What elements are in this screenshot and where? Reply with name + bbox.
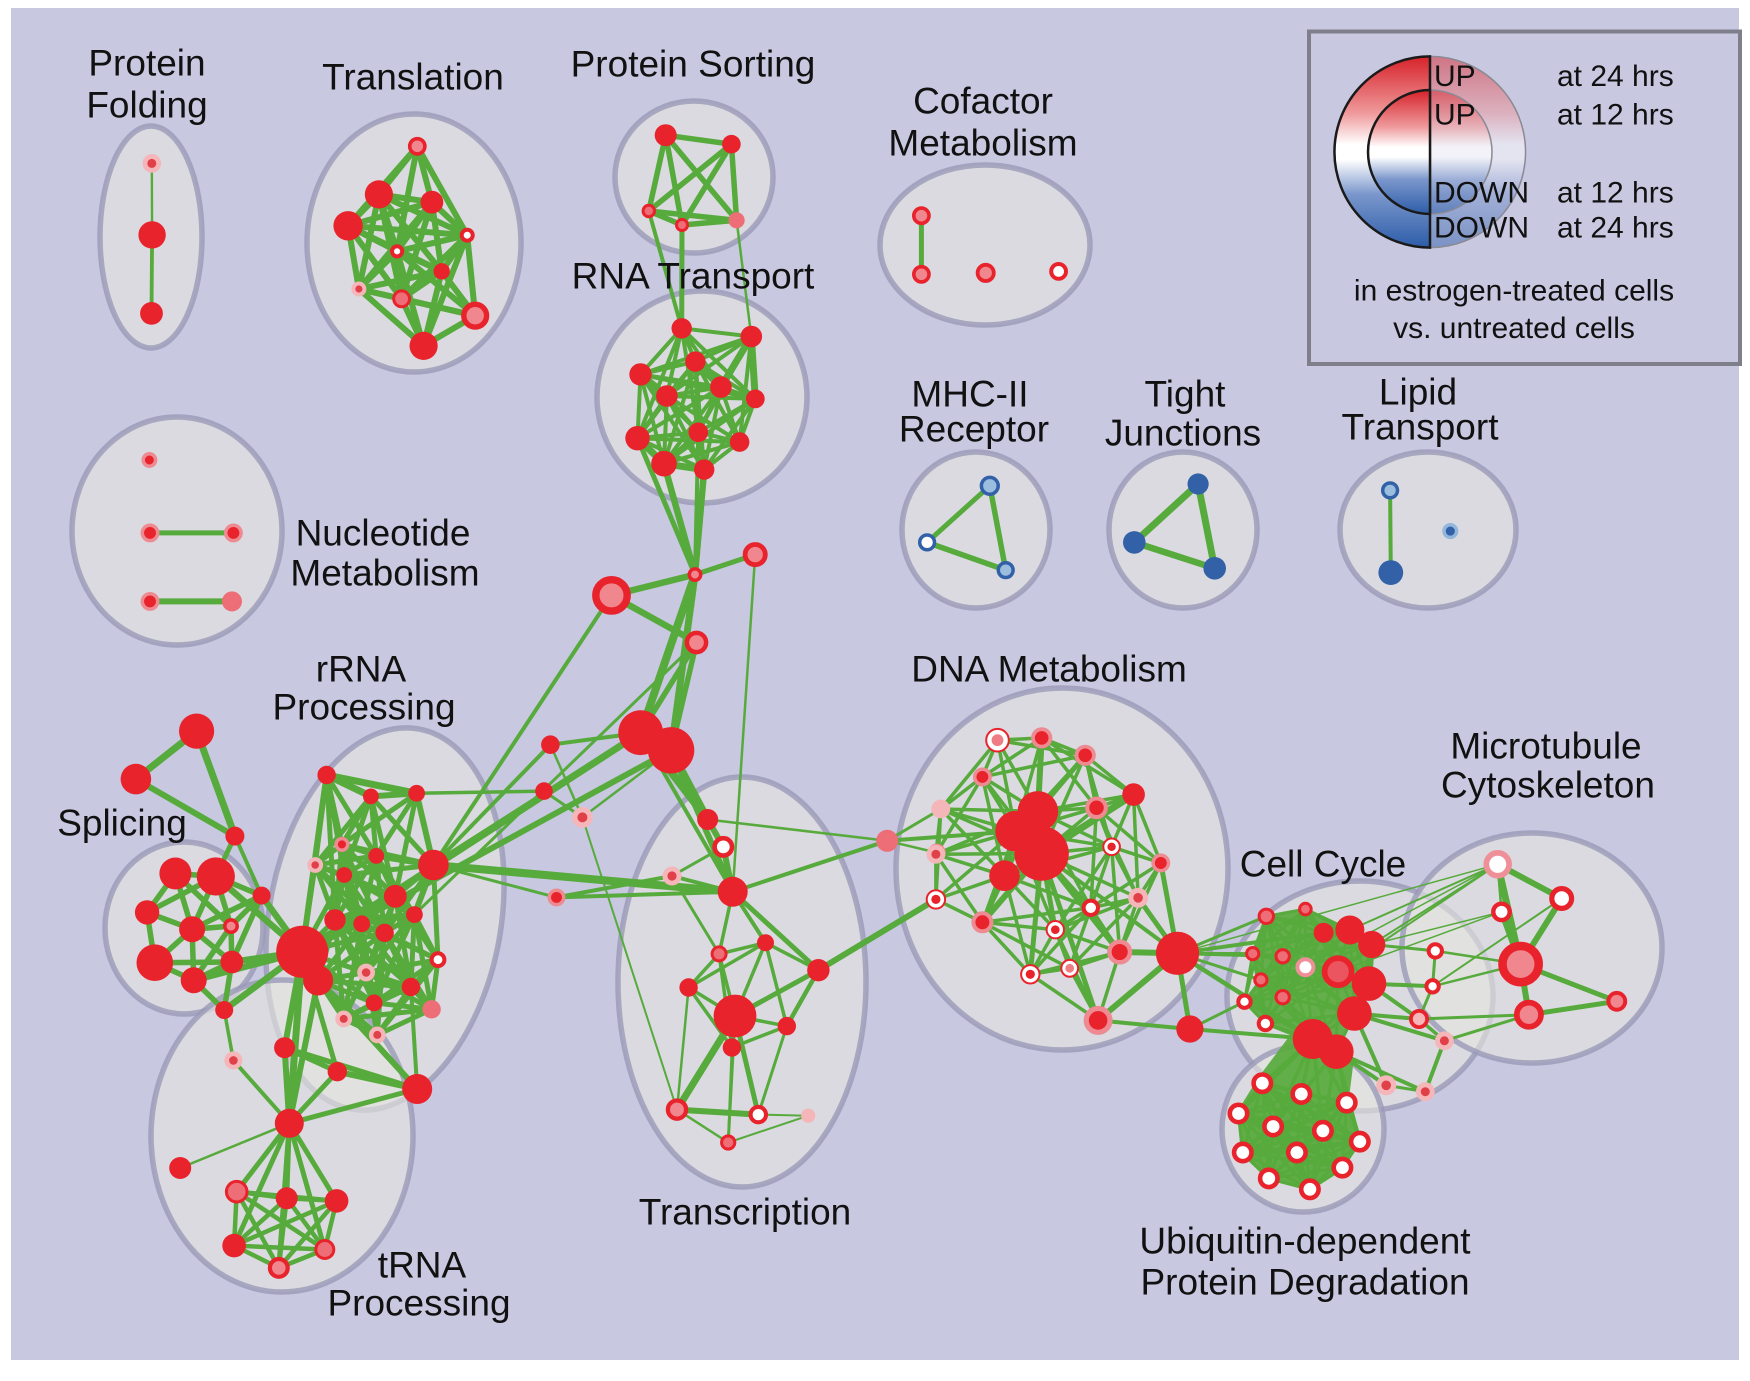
svg-text:Translation: Translation [322, 57, 504, 98]
svg-text:RNA Transport: RNA Transport [572, 256, 815, 297]
svg-text:at 12 hrs: at 12 hrs [1557, 99, 1674, 132]
svg-text:Processing: Processing [272, 687, 455, 728]
svg-text:Nucleotide: Nucleotide [296, 513, 471, 554]
svg-text:Protein: Protein [88, 43, 205, 84]
svg-text:vs. untreated cells: vs. untreated cells [1393, 312, 1635, 345]
svg-text:DOWN: DOWN [1434, 212, 1529, 245]
svg-text:DNA Metabolism: DNA Metabolism [911, 649, 1187, 690]
svg-text:at 12 hrs: at 12 hrs [1557, 177, 1674, 210]
svg-text:Junctions: Junctions [1105, 413, 1261, 454]
svg-text:Protein Degradation: Protein Degradation [1140, 1262, 1469, 1303]
svg-text:in estrogen-treated cells: in estrogen-treated cells [1354, 275, 1674, 308]
svg-text:UP: UP [1434, 60, 1476, 93]
svg-text:Protein Sorting: Protein Sorting [571, 44, 816, 85]
svg-text:Cofactor: Cofactor [913, 81, 1053, 122]
svg-text:Transport: Transport [1342, 407, 1500, 448]
svg-text:tRNA: tRNA [378, 1245, 467, 1286]
svg-text:Metabolism: Metabolism [888, 123, 1077, 164]
svg-text:Tight: Tight [1145, 374, 1227, 415]
svg-text:Folding: Folding [86, 85, 207, 126]
svg-text:rRNA: rRNA [316, 649, 407, 690]
svg-text:Cytoskeleton: Cytoskeleton [1441, 765, 1655, 806]
svg-text:at 24 hrs: at 24 hrs [1557, 60, 1674, 93]
svg-text:DOWN: DOWN [1434, 177, 1529, 210]
svg-text:Receptor: Receptor [899, 409, 1049, 450]
svg-text:Splicing: Splicing [57, 803, 187, 844]
svg-text:Processing: Processing [327, 1283, 510, 1324]
svg-text:UP: UP [1434, 99, 1476, 132]
svg-text:at 24 hrs: at 24 hrs [1557, 212, 1674, 245]
svg-text:Metabolism: Metabolism [290, 553, 479, 594]
svg-text:Microtubule: Microtubule [1450, 726, 1641, 767]
svg-text:Ubiquitin-dependent: Ubiquitin-dependent [1139, 1221, 1471, 1262]
svg-text:Transcription: Transcription [639, 1192, 851, 1233]
svg-text:Cell Cycle: Cell Cycle [1240, 844, 1407, 885]
